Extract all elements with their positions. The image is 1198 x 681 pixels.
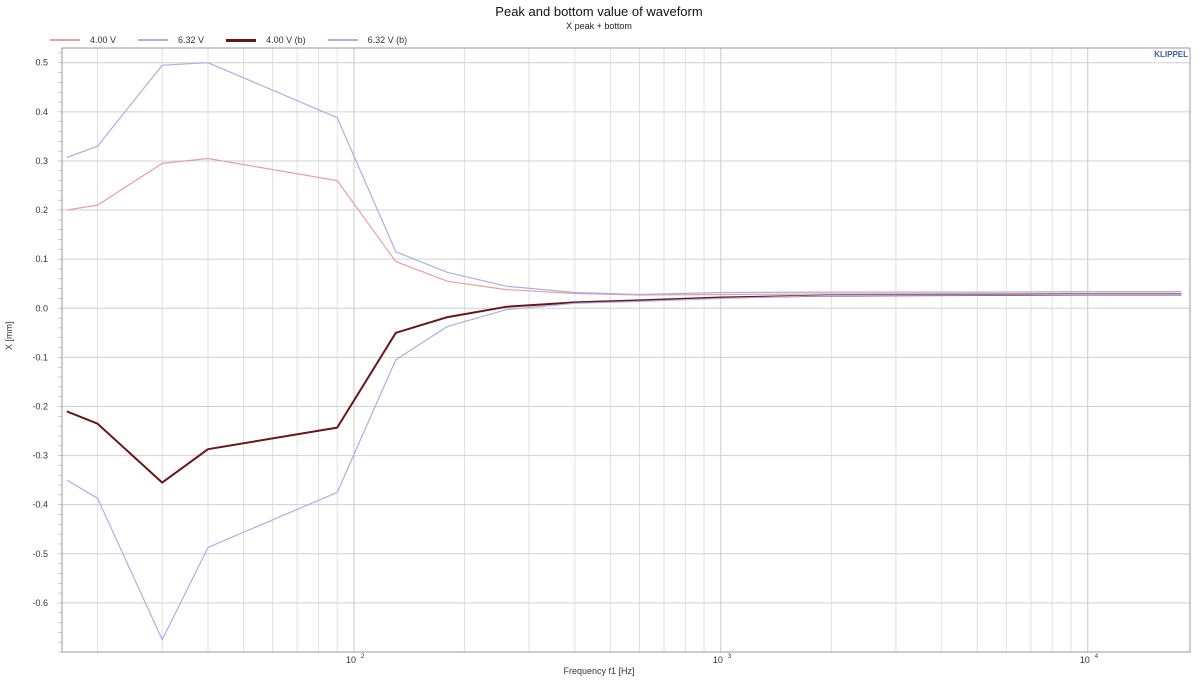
y-tick-label: -0.2 (32, 401, 48, 411)
legend-label: 4.00 V (b) (266, 35, 306, 45)
series-line-3 (66, 293, 1182, 641)
legend-label: 6.32 V (178, 35, 205, 45)
legend-item-632v-b: 6.32 V (b) (327, 35, 408, 45)
legend-item-4v-b: 4.00 V (b) (226, 35, 306, 45)
chart-title: Peak and bottom value of waveform (495, 4, 703, 19)
chart-subtitle: X peak + bottom (566, 21, 632, 31)
legend-swatch (327, 39, 358, 41)
x-tick-label: 10 (1080, 655, 1090, 665)
brand-logo: KLIPPEL (1154, 50, 1188, 59)
y-tick-label: 0.2 (35, 205, 48, 215)
y-tick-label: 0.0 (35, 303, 48, 313)
legend-label: 6.32 V (b) (367, 35, 408, 45)
plot-frame (61, 47, 1191, 653)
x-axis-label: Frequency f1 [Hz] (563, 666, 635, 676)
y-tick-label: -0.3 (32, 451, 48, 461)
y-tick-label: -0.5 (32, 549, 48, 559)
y-tick-label: 0.4 (35, 107, 48, 117)
legend-swatch (226, 38, 257, 42)
x-tick-exponent: 2 (361, 654, 365, 660)
x-tick-label: 10 (346, 655, 356, 665)
series-line-2 (66, 293, 1182, 484)
y-tick-label: 0.1 (35, 254, 48, 264)
legend-label: 4.00 V (90, 35, 117, 45)
series-line-1 (66, 62, 1182, 296)
y-tick-label: -0.6 (32, 598, 48, 608)
legend-item-4v: 4.00 V (50, 35, 116, 45)
legend: 4.00 V 6.32 V 4.00 V (b) 6.32 V (b) (50, 35, 429, 45)
y-tick-label: -0.1 (32, 352, 48, 362)
y-tick-label: 0.5 (35, 58, 48, 68)
legend-swatch (50, 39, 80, 41)
x-tick-exponent: 3 (728, 654, 732, 660)
legend-swatch (138, 39, 169, 41)
series-line-0 (66, 157, 1182, 296)
x-tick-exponent: 4 (1095, 654, 1099, 660)
x-tick-label: 10 (713, 655, 723, 665)
legend-item-632v: 6.32 V (138, 35, 204, 45)
y-tick-label: -0.4 (32, 500, 48, 510)
y-tick-label: 0.3 (35, 156, 48, 166)
